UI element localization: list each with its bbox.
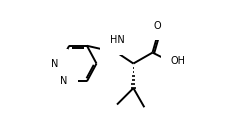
Text: N: N: [51, 59, 58, 69]
Text: N: N: [60, 76, 68, 86]
Text: OH: OH: [170, 56, 185, 66]
Text: O: O: [154, 21, 161, 31]
Text: HN: HN: [110, 35, 124, 45]
